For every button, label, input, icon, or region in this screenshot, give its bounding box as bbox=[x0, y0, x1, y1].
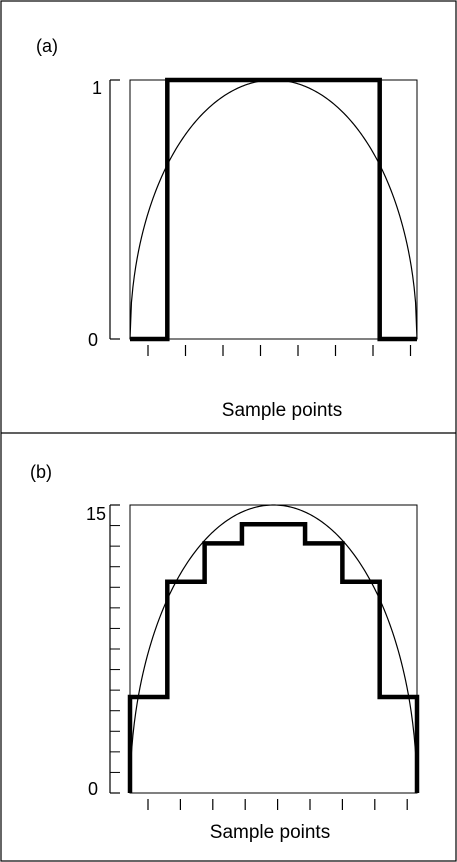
ideal-curve-b bbox=[129, 504, 418, 794]
plot-frame-b bbox=[129, 504, 418, 794]
step-series-a bbox=[130, 77, 417, 342]
plot-area-a bbox=[109, 77, 418, 356]
panel-label-a: (a) bbox=[36, 36, 58, 56]
panel-b: (b) 15 0 Sample points bbox=[30, 462, 420, 843]
y-tick-label-top-b: 15 bbox=[86, 504, 106, 524]
x-axis-label-b: Sample points bbox=[210, 822, 330, 843]
x-axis-label-a: Sample points bbox=[222, 400, 342, 421]
y-tick-label-top-a: 1 bbox=[92, 78, 102, 98]
y-tick-label-zero-b: 0 bbox=[88, 779, 98, 799]
step-series-b bbox=[127, 521, 420, 793]
y-tick-label-zero-a: 0 bbox=[88, 330, 98, 350]
plot-frame-a bbox=[129, 79, 418, 340]
plot-area-b bbox=[109, 504, 420, 810]
ideal-curve-a bbox=[129, 79, 418, 340]
panel-label-b: (b) bbox=[30, 462, 52, 482]
panel-a: (a) 1 0 Sample points bbox=[36, 36, 418, 421]
